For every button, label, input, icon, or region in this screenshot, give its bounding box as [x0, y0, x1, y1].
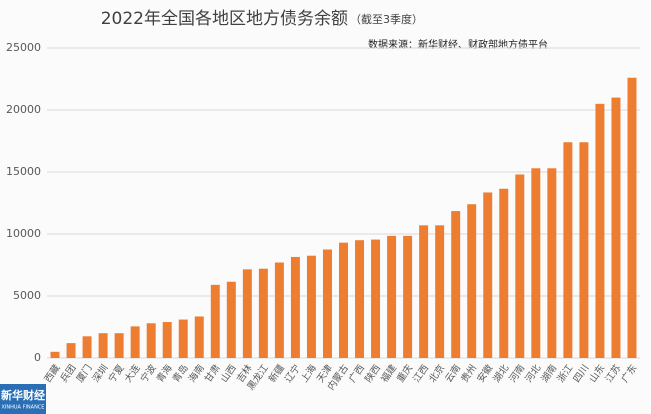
bar	[595, 103, 605, 358]
x-tick-label: 厦门	[74, 362, 95, 384]
bar	[547, 168, 557, 358]
x-tick-label: 浙江	[555, 362, 576, 385]
x-tick-label: 宁夏	[106, 362, 127, 385]
bar	[66, 343, 76, 358]
bar	[82, 336, 92, 358]
bar	[290, 256, 300, 358]
chart-title: 2022年全国各地区地方债务余额	[101, 9, 348, 29]
bar	[467, 204, 477, 358]
x-tick-label: 贵州	[458, 362, 479, 384]
x-tick-label: 福建	[378, 362, 399, 385]
bar	[563, 142, 573, 358]
bar	[50, 351, 60, 358]
x-tick-label: 云南	[442, 362, 463, 384]
bar	[579, 142, 589, 358]
logo-text: 新华财经	[1, 388, 45, 402]
x-tick-label: 广西	[346, 362, 367, 384]
bar	[98, 333, 108, 358]
x-tick-label: 西藏	[42, 362, 63, 385]
x-tick-label: 山西	[219, 363, 239, 385]
x-tick-label: 大连	[122, 362, 143, 385]
bar	[499, 188, 509, 358]
x-tick-label: 四川	[571, 363, 591, 385]
x-tick-label: 海南	[186, 362, 207, 384]
y-tick-label: 10000	[6, 227, 41, 240]
logo: 新华财经 XINHUA FINANCE	[0, 384, 46, 414]
bar	[387, 235, 397, 358]
x-tick-label: 山东	[587, 362, 608, 384]
x-tick-label: 重庆	[394, 362, 415, 385]
bar	[178, 319, 188, 358]
x-tick-label: 兵团	[58, 362, 79, 384]
x-tick-label: 江西	[411, 363, 431, 385]
x-tick-label: 甘肃	[202, 362, 223, 384]
bar	[162, 322, 172, 358]
bar	[146, 323, 156, 358]
bar	[130, 326, 140, 358]
logo-background	[0, 384, 46, 414]
bar	[419, 225, 429, 358]
y-tick-label: 0	[34, 351, 41, 364]
y-tick-label: 5000	[13, 289, 41, 302]
y-tick-label: 25000	[6, 41, 41, 54]
bar	[483, 192, 493, 358]
bar	[194, 316, 204, 358]
x-tick-label: 陕西	[362, 362, 383, 384]
bar	[114, 333, 124, 358]
x-tick-label: 江苏	[603, 362, 624, 385]
bar	[226, 281, 236, 358]
bar	[355, 240, 365, 358]
y-tick-label: 20000	[6, 103, 41, 116]
x-tick-label: 上海	[298, 362, 319, 385]
x-tick-label: 新疆	[266, 362, 287, 385]
bar	[274, 262, 284, 358]
bar	[451, 211, 461, 358]
x-tick-label: 河南	[507, 362, 528, 384]
logo-subtext: XINHUA FINANCE	[2, 405, 45, 411]
x-tick-label: 北京	[426, 362, 447, 384]
bar	[435, 225, 445, 358]
x-tick-label: 安徽	[475, 362, 496, 385]
x-tick-label: 湖南	[539, 362, 560, 384]
x-tick-label: 河北	[523, 362, 544, 385]
y-tick-label: 15000	[6, 165, 41, 178]
bar	[531, 168, 541, 358]
bar	[242, 269, 252, 358]
bar	[371, 239, 381, 358]
x-tick-label: 青海	[154, 362, 175, 385]
bar	[339, 242, 348, 358]
x-tick-label: 深圳	[91, 363, 111, 385]
source-note: 数据来源：新华财经、财政部地方债平台	[368, 38, 548, 51]
bar	[611, 97, 621, 358]
x-tick-label: 辽宁	[282, 362, 303, 384]
bar	[210, 284, 220, 358]
bar	[306, 255, 316, 358]
bar	[403, 235, 413, 358]
x-tick-label: 青岛	[170, 362, 191, 384]
chart-title-note: （截至3季度）	[350, 12, 423, 26]
bar	[627, 77, 637, 358]
x-tick-label: 广东	[619, 362, 640, 384]
bar	[322, 249, 332, 358]
bar	[258, 268, 268, 358]
x-tick-label: 宁波	[138, 362, 159, 385]
x-tick-label: 湖北	[491, 362, 511, 384]
bar	[515, 174, 525, 358]
